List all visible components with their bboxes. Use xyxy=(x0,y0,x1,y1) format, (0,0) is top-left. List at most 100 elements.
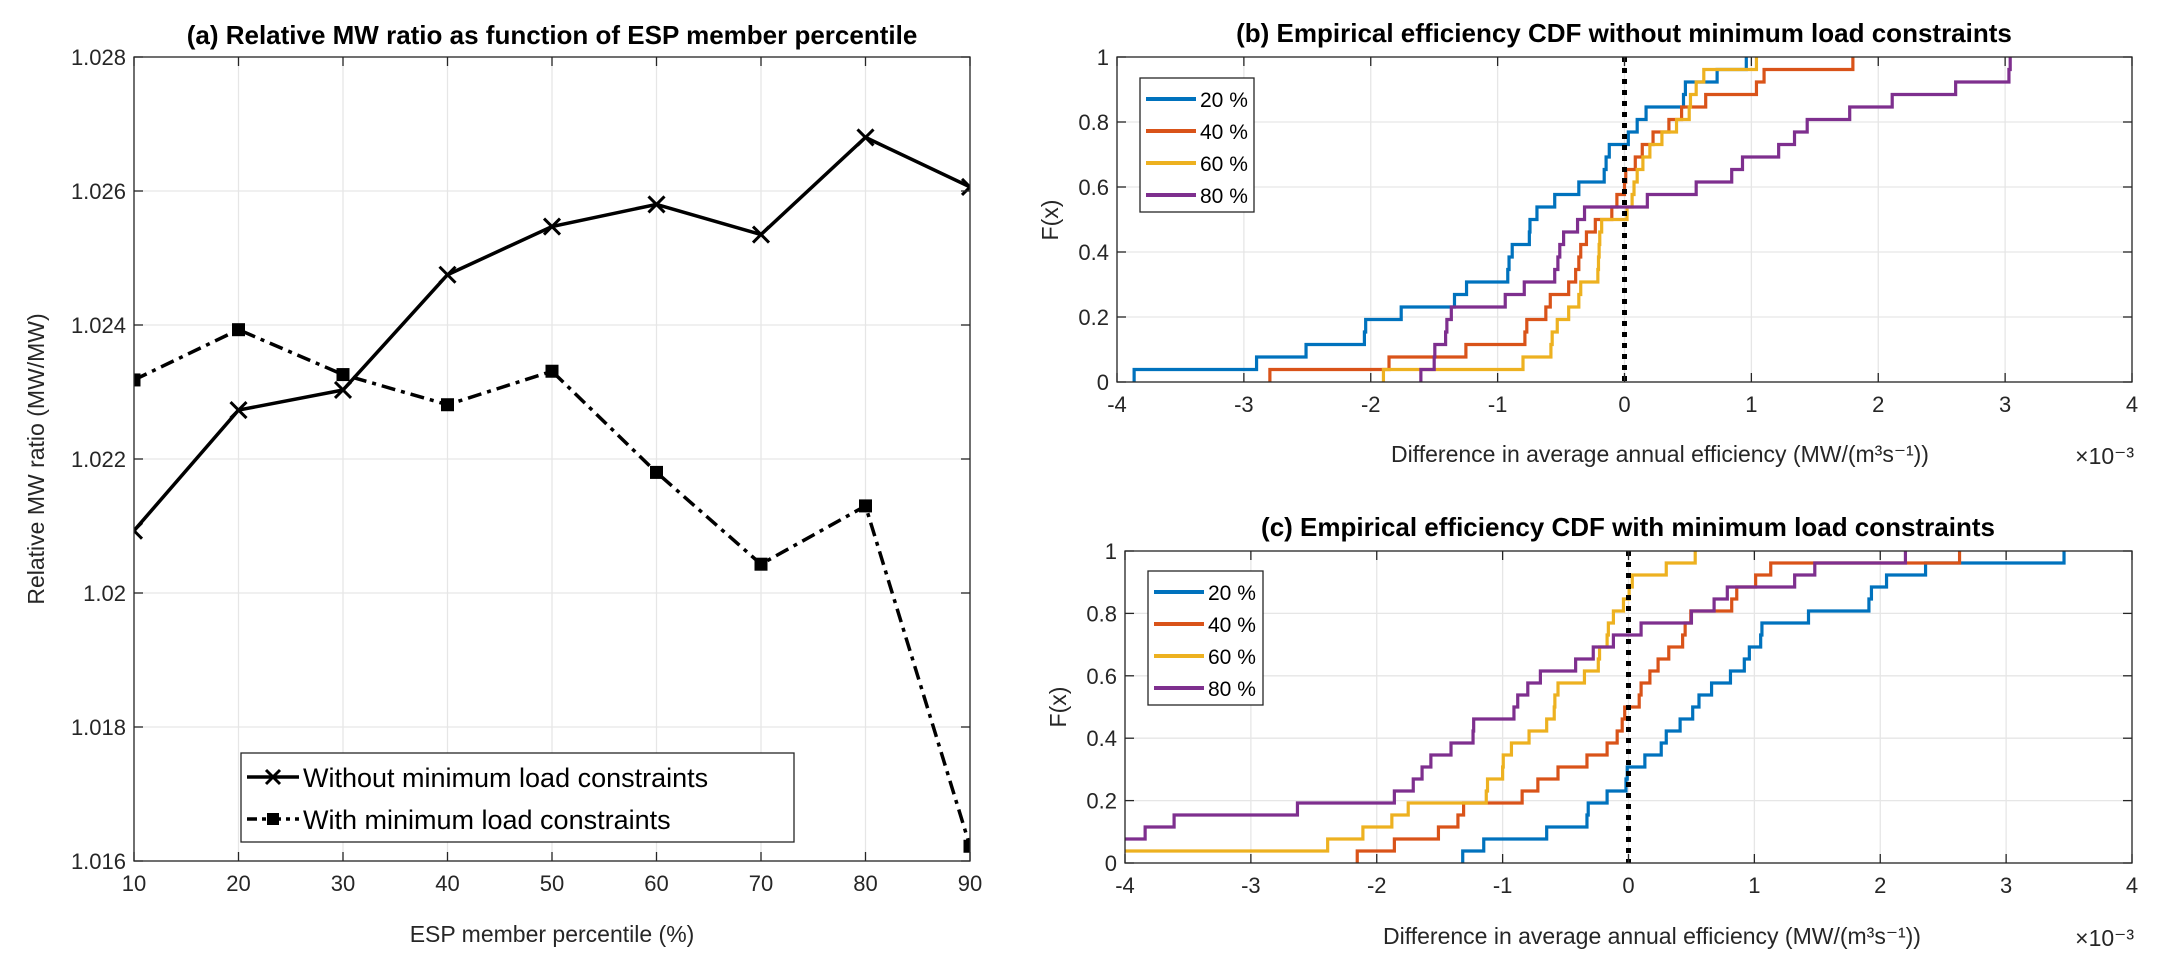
panel-a-legend: Without minimum load constraints With min… xyxy=(240,752,795,843)
x-tick-label: 10 xyxy=(122,871,146,896)
x-tick-label: 3 xyxy=(1999,392,2011,417)
legend-item: 40 % xyxy=(1154,614,1256,637)
y-tick-label: 0.2 xyxy=(1078,305,1109,330)
y-tick-label: 1.018 xyxy=(71,715,126,740)
marker-x xyxy=(542,217,562,236)
x-tick-label: 90 xyxy=(958,871,982,896)
marker-x xyxy=(229,401,248,420)
marker-square xyxy=(134,373,141,387)
cdf-series-20-pct xyxy=(1461,551,2066,863)
panel-c-ylabel: F(x) xyxy=(1045,687,1071,728)
x-tick-label: 3 xyxy=(2000,873,2012,898)
panel-b-xlabel: Difference in average annual efficiency … xyxy=(1391,441,1929,467)
x-tick-label: 1 xyxy=(1745,392,1757,417)
panel-b-axes: -4 -3 -2 -1 0 1 2 3 4 0 0.2 0.4 0.6 0.8 1 xyxy=(1078,45,2138,417)
panel-c-data xyxy=(1125,551,2066,863)
panel-c-x-multiplier: ×10⁻³ xyxy=(2075,925,2134,951)
y-tick-label: 0.8 xyxy=(1086,601,1117,626)
legend-box xyxy=(240,752,795,843)
panel-b-cdf-without-constraints: -4 -3 -2 -1 0 1 2 3 4 0 0.2 0.4 0.6 0.8 1 (b) Empirica… xyxy=(1037,18,2138,469)
x-tick-label: -3 xyxy=(1234,392,1254,417)
x-tick-label: 80 xyxy=(853,871,877,896)
legend-item: Without minimum load constraints xyxy=(247,763,708,793)
marker-x xyxy=(960,177,970,197)
marker-square xyxy=(650,465,663,479)
y-tick-label: 0.4 xyxy=(1086,726,1117,751)
panel-a-data xyxy=(134,128,970,853)
legend-label: 40 % xyxy=(1200,121,1248,144)
legend-label: 60 % xyxy=(1208,646,1256,669)
legend-marker-square xyxy=(267,813,279,825)
marker-square xyxy=(441,398,454,412)
legend-label: 80 % xyxy=(1200,185,1248,208)
marker-x xyxy=(134,521,144,540)
legend-label: 20 % xyxy=(1200,89,1248,112)
x-tick-label: -4 xyxy=(1115,873,1135,898)
x-tick-label: -2 xyxy=(1361,392,1381,417)
legend-item: 40 % xyxy=(1146,121,1248,144)
legend-item: 60 % xyxy=(1146,153,1248,176)
x-tick-label: 40 xyxy=(435,871,459,896)
marker-x xyxy=(751,225,771,244)
panel-b-title: (b) Empirical efficiency CDF without min… xyxy=(1236,18,2012,48)
panel-b-x-multiplier: ×10⁻³ xyxy=(2075,443,2134,469)
y-tick-label: 1.026 xyxy=(71,179,126,204)
legend-item: 20 % xyxy=(1154,582,1256,605)
panel-a-grid xyxy=(133,56,971,862)
panel-c-title: (c) Empirical efficiency CDF with minimu… xyxy=(1261,512,1995,542)
panel-c-axes: -4 -3 -2 -1 0 1 2 3 4 0 0.2 0.4 0.6 0.8 1 xyxy=(1086,539,2138,898)
x-tick-label: 1 xyxy=(1748,873,1760,898)
legend-label: 40 % xyxy=(1208,614,1256,637)
legend-label: 20 % xyxy=(1208,582,1256,605)
x-tick-label: 2 xyxy=(1874,873,1886,898)
marker-square xyxy=(754,557,768,571)
y-tick-label: 1 xyxy=(1097,45,1109,70)
marker-square xyxy=(232,323,245,337)
y-tick-label: 0.2 xyxy=(1086,789,1117,814)
legend-label: 60 % xyxy=(1200,153,1248,176)
y-tick-label: 0 xyxy=(1105,851,1117,876)
x-tick-label: -3 xyxy=(1241,873,1261,898)
panel-c-legend: 20 % 40 % 60 % 80 % xyxy=(1147,570,1264,706)
x-tick-label: 4 xyxy=(2126,873,2138,898)
panel-b-data xyxy=(1132,57,2012,382)
panel-a-relative-mw-ratio: 10 20 30 40 50 60 70 80 90 1.016 1.018 1.02 1.022 1.0… xyxy=(23,20,982,947)
x-tick-label: -4 xyxy=(1107,392,1127,417)
marker-square xyxy=(545,364,559,378)
x-tick-label: 0 xyxy=(1622,873,1634,898)
panel-b-legend: 20 % 40 % 60 % 80 % xyxy=(1139,77,1255,213)
marker-square xyxy=(963,839,970,853)
legend-label: 80 % xyxy=(1208,678,1256,701)
marker-square xyxy=(336,368,350,382)
y-tick-label: 0 xyxy=(1097,370,1109,395)
legend-label: Without minimum load constraints xyxy=(303,763,708,793)
x-tick-label: 4 xyxy=(2126,392,2138,417)
x-tick-label: 60 xyxy=(644,871,668,896)
y-tick-label: 0.4 xyxy=(1078,240,1109,265)
panel-a-axes: 10 20 30 40 50 60 70 80 90 1.016 1.018 1.02 1.022 1.0… xyxy=(71,45,982,896)
cdf-series-80-pct xyxy=(1125,551,1908,841)
x-tick-label: 0 xyxy=(1618,392,1630,417)
marker-x xyxy=(333,380,353,400)
panel-c-xlabel: Difference in average annual efficiency … xyxy=(1383,923,1921,949)
y-tick-label: 1 xyxy=(1105,539,1117,564)
cdf-series-20-pct xyxy=(1132,57,1748,382)
x-tick-label: 50 xyxy=(540,871,564,896)
y-tick-label: 1.028 xyxy=(71,45,126,70)
x-tick-label: 20 xyxy=(226,871,250,896)
y-tick-label: 0.6 xyxy=(1078,175,1109,200)
y-tick-label: 0.8 xyxy=(1078,110,1109,135)
cdf-series-60-pct xyxy=(1381,57,1759,382)
series-line-with-constraints xyxy=(134,327,970,847)
panel-a-ylabel: Relative MW ratio (MW/MW) xyxy=(23,313,49,604)
panel-a-xlabel: ESP member percentile (%) xyxy=(410,921,695,947)
marker-square xyxy=(859,499,872,513)
y-tick-label: 1.016 xyxy=(71,849,126,874)
x-tick-label: -1 xyxy=(1493,873,1513,898)
x-tick-label: 2 xyxy=(1872,392,1884,417)
legend-item: 20 % xyxy=(1146,89,1248,112)
legend-label: With minimum load constraints xyxy=(303,805,671,835)
panel-a-title: (a) Relative MW ratio as function of ESP… xyxy=(187,20,918,50)
x-tick-label: 70 xyxy=(749,871,773,896)
